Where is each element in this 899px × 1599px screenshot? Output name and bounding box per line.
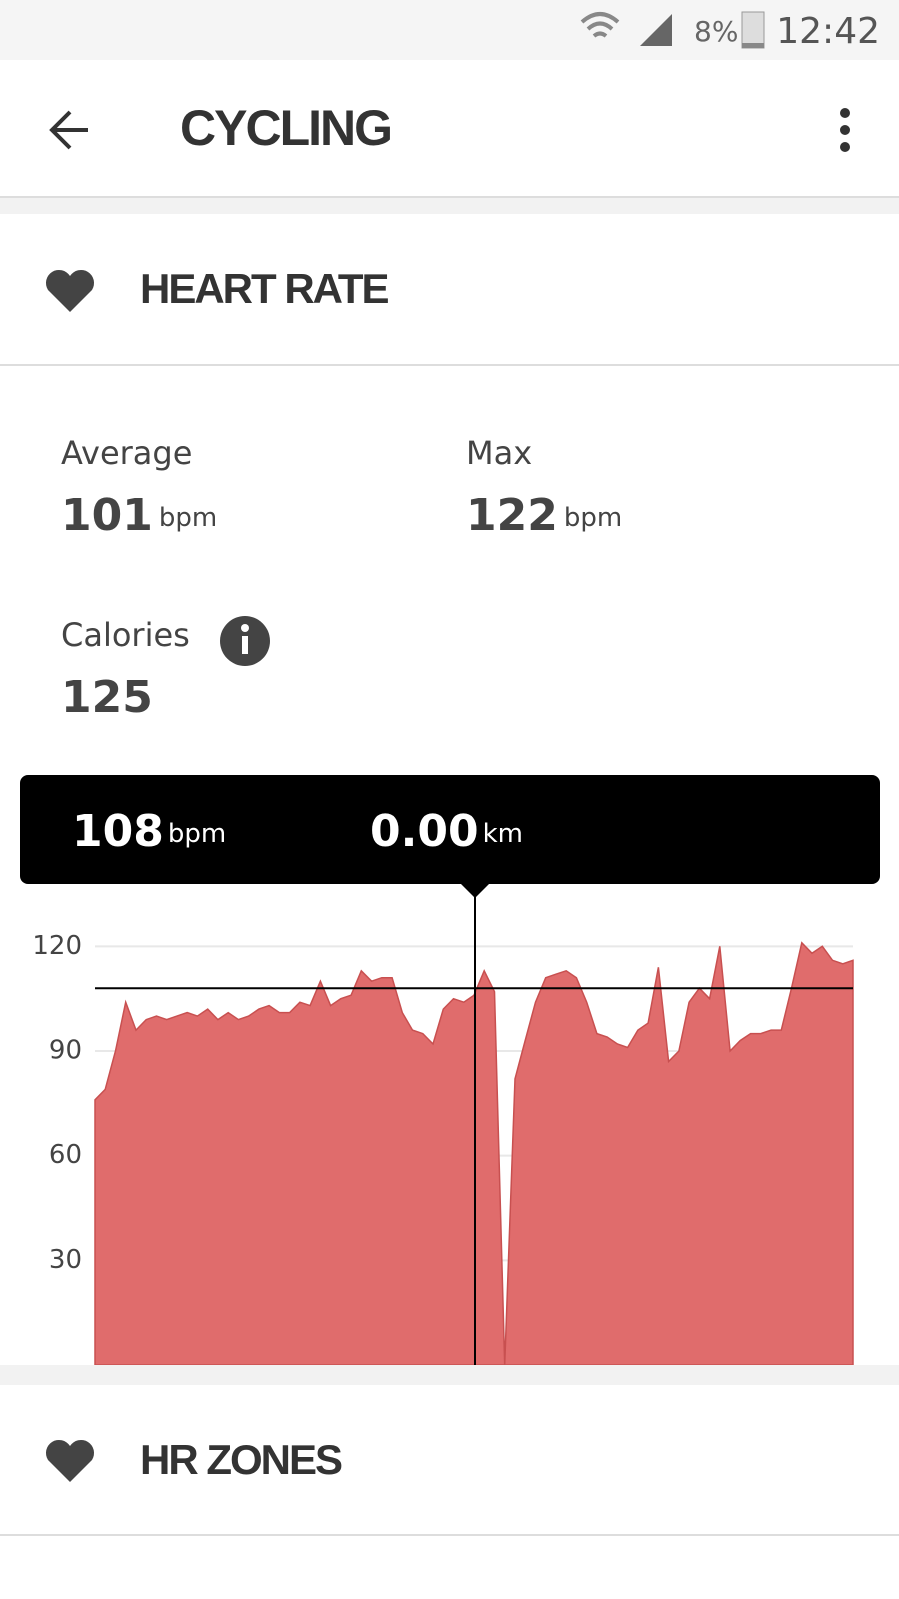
signal-icon — [640, 14, 672, 46]
tooltip-distance: 0.00 km — [370, 806, 523, 857]
heart-icon — [45, 269, 95, 312]
stat-unit: bpm — [159, 503, 217, 533]
clock: 12:42 — [776, 11, 880, 52]
stat-label: Max — [466, 434, 532, 472]
tooltip-unit: km — [483, 819, 523, 849]
tooltip-pointer — [461, 884, 489, 898]
stat-label: Average — [61, 434, 192, 472]
battery-text: 8% — [694, 15, 738, 48]
divider — [0, 197, 899, 214]
wifi-icon — [580, 12, 620, 38]
stat-value: 122 bpm — [466, 490, 622, 541]
heart-rate-chart: 30 60 90 120 — [32, 884, 854, 1366]
app-bar: CYCLING — [49, 100, 850, 156]
stat-number: 122 — [466, 490, 558, 541]
divider — [0, 1365, 899, 1385]
tooltip-number: 0.00 — [370, 806, 479, 857]
tooltip — [20, 775, 880, 884]
y-tick-label: 90 — [49, 1036, 82, 1066]
menu-button[interactable] — [840, 108, 850, 152]
tooltip-number: 108 — [72, 806, 164, 857]
stat-value: 125 — [61, 672, 153, 723]
stat-unit: bpm — [564, 503, 622, 533]
back-button[interactable] — [49, 110, 88, 150]
stat-label: Calories — [61, 616, 190, 654]
battery-level — [742, 43, 764, 48]
heart-icon — [45, 1439, 95, 1482]
y-tick-label: 30 — [49, 1245, 82, 1275]
info-button[interactable] — [220, 616, 270, 666]
page-title: CYCLING — [180, 100, 391, 156]
tooltip-hr: 108 bpm — [72, 806, 226, 857]
section-title[interactable]: HR ZONES — [140, 1436, 344, 1483]
stat-number: 101 — [61, 490, 153, 541]
battery-icon — [741, 11, 765, 49]
y-tick-label: 60 — [49, 1140, 82, 1170]
tooltip-unit: bpm — [168, 819, 226, 849]
section-title[interactable]: HEART RATE — [140, 265, 391, 312]
stat-value: 101 bpm — [61, 490, 217, 541]
y-tick-label: 120 — [32, 931, 82, 961]
